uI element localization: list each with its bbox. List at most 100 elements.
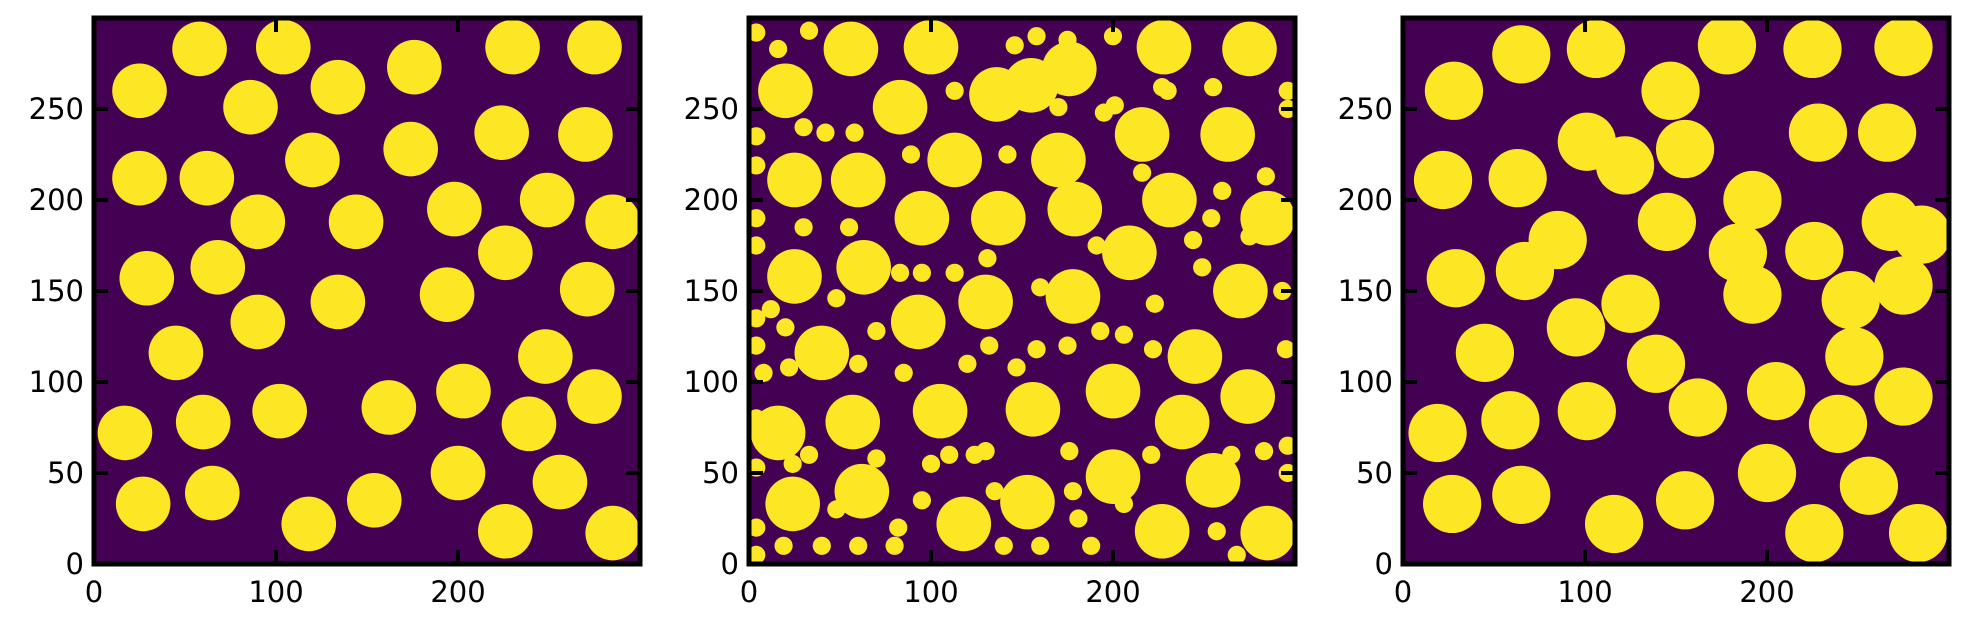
particle <box>1240 505 1295 561</box>
particle <box>1424 61 1484 120</box>
y-tick-label: 200 <box>1338 183 1393 217</box>
particle <box>1142 445 1161 464</box>
particle <box>1821 270 1880 330</box>
particle <box>1655 119 1715 179</box>
particle <box>1668 378 1727 437</box>
particle <box>767 152 822 208</box>
particle <box>994 536 1013 555</box>
particle <box>1114 107 1170 162</box>
particle <box>1227 545 1246 564</box>
particle <box>749 23 766 42</box>
particle <box>1069 509 1088 528</box>
particle <box>1007 358 1026 377</box>
particle <box>1492 465 1551 524</box>
particle <box>749 336 766 355</box>
particle <box>1060 442 1079 461</box>
particle-layer <box>1408 18 1949 563</box>
particle <box>1601 274 1660 333</box>
particle <box>1788 103 1848 162</box>
particle <box>894 363 913 382</box>
particle <box>285 132 340 188</box>
particle <box>419 267 475 322</box>
particle <box>749 409 766 428</box>
particle <box>1874 256 1933 315</box>
particle <box>998 145 1017 164</box>
x-tick-label: 0 <box>1394 575 1412 609</box>
particle <box>436 363 491 419</box>
particle <box>958 274 1013 330</box>
particle <box>749 309 766 328</box>
particle <box>558 107 613 162</box>
particle <box>1063 482 1083 501</box>
y-tick-label: 250 <box>29 92 84 126</box>
particle <box>1049 98 1068 117</box>
particle <box>119 250 175 306</box>
particle <box>179 150 235 206</box>
y-tick-label: 200 <box>684 183 739 217</box>
particle <box>823 21 879 77</box>
particle <box>1546 298 1606 357</box>
particle <box>115 476 171 532</box>
particle <box>872 79 928 135</box>
particle <box>1256 167 1275 186</box>
particle <box>889 518 908 537</box>
particle <box>834 463 890 519</box>
particle <box>361 380 417 435</box>
particle <box>252 383 307 439</box>
particle <box>1808 394 1868 453</box>
particle <box>769 39 788 59</box>
particle <box>518 329 573 384</box>
particle <box>1213 181 1232 200</box>
y-tick-label: 250 <box>684 92 739 126</box>
particle <box>1240 227 1259 246</box>
particle <box>230 294 286 350</box>
particle <box>779 358 799 377</box>
particle <box>765 476 820 532</box>
particle <box>1204 78 1223 97</box>
y-tick-label: 150 <box>684 274 739 308</box>
particle <box>867 321 886 341</box>
x-tick-label: 100 <box>1557 575 1612 609</box>
particle <box>885 536 904 555</box>
particle <box>1087 236 1106 255</box>
particle <box>1697 18 1757 75</box>
particle <box>774 536 793 555</box>
particle <box>1481 391 1540 450</box>
particle <box>1136 19 1192 75</box>
particle <box>255 19 311 75</box>
particle <box>1133 163 1152 182</box>
particle <box>1058 336 1077 355</box>
particle <box>1408 403 1467 463</box>
y-tick-label: 50 <box>47 456 84 490</box>
particle <box>427 181 482 237</box>
particle <box>1085 363 1141 419</box>
particle <box>845 123 864 142</box>
particle <box>559 261 615 317</box>
x-tick-label: 200 <box>1739 575 1794 609</box>
particle <box>749 127 766 146</box>
particle <box>1167 329 1223 384</box>
particle <box>1413 150 1473 210</box>
particle <box>890 263 910 282</box>
particle <box>430 445 486 501</box>
particle <box>1031 536 1050 555</box>
particle <box>880 87 899 106</box>
particle <box>1278 436 1295 455</box>
particle <box>1091 321 1110 341</box>
particle <box>825 394 881 450</box>
particle <box>1737 443 1797 503</box>
particle <box>921 454 941 473</box>
particle <box>1005 382 1061 437</box>
particle <box>827 289 846 308</box>
particle <box>1134 503 1190 559</box>
particle <box>175 394 231 450</box>
particle <box>1042 41 1097 97</box>
particle <box>794 118 813 137</box>
particle <box>985 482 1004 501</box>
particle <box>927 132 982 188</box>
particle <box>945 263 964 282</box>
particle <box>1102 225 1157 281</box>
particle-layer <box>97 19 640 561</box>
particle <box>1637 192 1697 251</box>
particle <box>1566 19 1626 79</box>
